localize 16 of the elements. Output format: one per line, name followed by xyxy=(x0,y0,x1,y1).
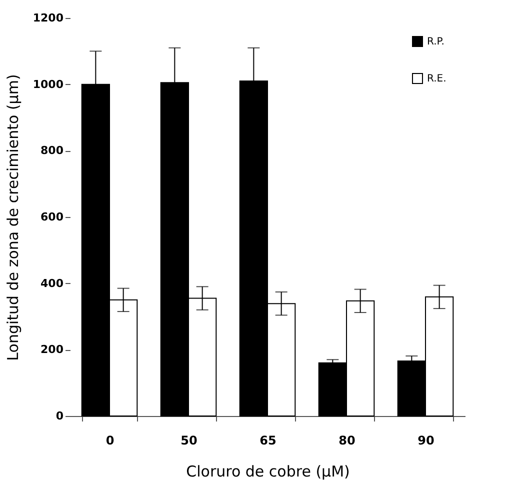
y-tick-label: 1200 xyxy=(32,12,64,24)
x-tick-label: 90 xyxy=(418,434,434,448)
y-tick-label: 200 xyxy=(40,343,64,356)
y-axis-title: Longitud de zona de crecimiento (µm) xyxy=(4,74,22,361)
y-tick-label: 600 xyxy=(40,210,64,224)
y-tick-label: 0 xyxy=(56,410,64,422)
x-tick-label: 65 xyxy=(260,434,276,448)
legend-label: R.P. xyxy=(427,36,444,48)
y-tick-label: 400 xyxy=(40,276,64,290)
x-tick-label: 0 xyxy=(106,434,114,448)
y-tick-label: 1000 xyxy=(32,78,64,91)
x-axis-title: Cloruro de cobre (µM) xyxy=(186,462,350,480)
x-tick-label: 80 xyxy=(338,434,356,448)
legend-label: R.E. xyxy=(427,74,446,84)
y-tick-label: 800 xyxy=(40,144,64,158)
x-tick-label: 50 xyxy=(180,434,198,448)
